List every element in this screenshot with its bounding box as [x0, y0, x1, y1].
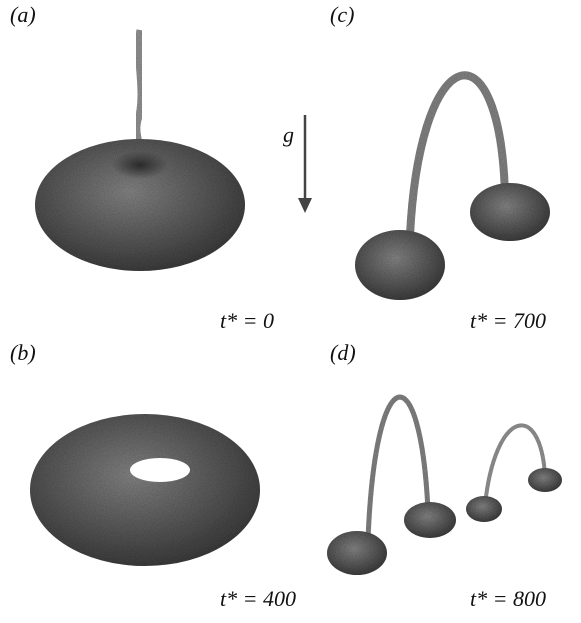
- panel-a: (a) t* = 0: [10, 2, 274, 333]
- time-label: t* = 700: [470, 308, 546, 333]
- ring-center: [112, 151, 168, 179]
- panel-b: (b) t* = 400: [10, 340, 296, 611]
- plume: [137, 30, 141, 155]
- blob: [327, 531, 387, 575]
- blob: [355, 230, 445, 300]
- panel-d: (d) t* = 800: [327, 340, 562, 611]
- time-label: t* = 400: [220, 586, 296, 611]
- panel-label: (c): [330, 2, 354, 27]
- panel-label: (b): [10, 340, 36, 365]
- panel-c: (c) t* = 700: [330, 2, 550, 333]
- filament: [485, 425, 545, 505]
- time-label: t* = 0: [220, 308, 274, 333]
- blob: [404, 502, 456, 538]
- gravity-label: g: [283, 122, 294, 147]
- panel-label: (d): [330, 340, 356, 365]
- panel-label: (a): [10, 2, 36, 27]
- blob: [466, 496, 502, 522]
- arrow-head: [298, 198, 312, 213]
- blob: [528, 468, 562, 492]
- blob: [470, 183, 550, 241]
- vortex-ring: [30, 414, 260, 566]
- time-label: t* = 800: [470, 586, 546, 611]
- figure: (a) t* = 0 g (b) t* = 400 (c) t* = 700 (…: [0, 0, 581, 623]
- ring-hole: [130, 458, 190, 482]
- gravity: g: [283, 115, 312, 213]
